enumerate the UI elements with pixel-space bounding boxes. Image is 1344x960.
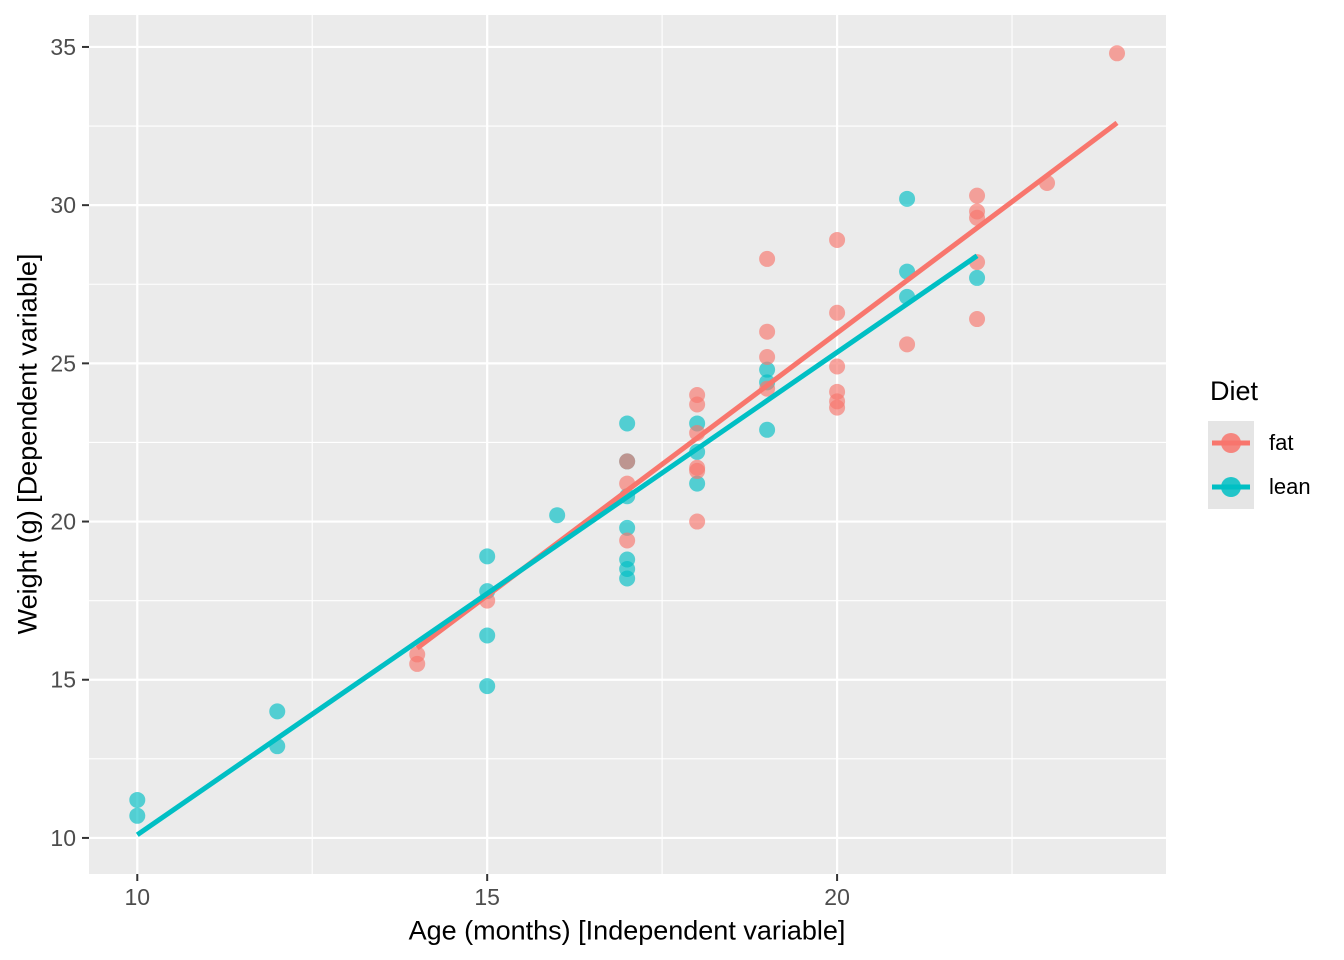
legend: Diet fat lean: [1208, 376, 1344, 509]
legend-key-lean: [1208, 465, 1254, 509]
data-point-lean: [479, 627, 496, 644]
data-point-fat: [1109, 45, 1126, 62]
data-point-lean: [549, 507, 566, 524]
x-tick-label: 10: [124, 884, 150, 910]
data-point-lean: [899, 190, 916, 207]
data-point-fat: [759, 349, 776, 366]
y-tick-label: 15: [50, 667, 76, 693]
legend-key-fat: [1208, 421, 1254, 465]
x-tick-label: 20: [824, 884, 850, 910]
y-tick-label: 35: [50, 34, 76, 60]
data-point-lean: [689, 475, 706, 492]
x-tick-label: 15: [474, 884, 500, 910]
y-tick-label: 20: [50, 509, 76, 535]
data-point-fat: [759, 323, 776, 340]
data-point-fat: [969, 187, 986, 204]
data-point-fat: [759, 250, 776, 267]
data-point-lean: [759, 421, 776, 438]
data-point-lean: [759, 361, 776, 378]
panel-background: [89, 15, 1166, 874]
data-point-fat: [829, 231, 846, 248]
data-point-lean: [479, 678, 496, 695]
data-point-fat: [829, 358, 846, 375]
data-point-fat: [689, 462, 706, 479]
legend-title: Diet: [1210, 376, 1259, 406]
data-point-fat: [619, 532, 636, 549]
data-point-lean: [969, 269, 986, 286]
legend-entry-fat: fat: [1208, 421, 1344, 465]
data-point-fat: [969, 311, 986, 328]
y-tick-label: 25: [50, 350, 76, 376]
y-tick-label: 30: [50, 192, 76, 218]
legend-label-fat: fat: [1269, 430, 1294, 455]
legend-entry-lean: lean: [1208, 465, 1344, 509]
x-axis-title: Age (months) [Independent variable]: [408, 915, 846, 946]
data-point-fat: [619, 453, 636, 470]
trend-line-lean: [135, 253, 979, 837]
data-point-fat: [829, 399, 846, 416]
data-point-fat: [899, 336, 916, 353]
data-point-lean: [619, 415, 636, 432]
data-point-fat: [689, 513, 706, 530]
data-point-lean: [269, 703, 286, 720]
y-tick-label: 10: [50, 825, 76, 851]
fat-key-glyph-icon: [1212, 433, 1250, 453]
data-point-fat: [409, 655, 426, 672]
data-point-fat: [829, 304, 846, 321]
y-axis-title: Weight (g) [Dependent variable]: [12, 253, 43, 635]
data-point-lean: [129, 791, 146, 808]
data-point-lean: [479, 548, 496, 565]
data-point-lean: [619, 519, 636, 536]
data-point-lean: [619, 570, 636, 587]
lean-key-glyph-icon: [1212, 477, 1250, 497]
data-point-lean: [129, 807, 146, 824]
data-point-fat: [689, 396, 706, 413]
legend-label-lean: lean: [1269, 474, 1311, 499]
